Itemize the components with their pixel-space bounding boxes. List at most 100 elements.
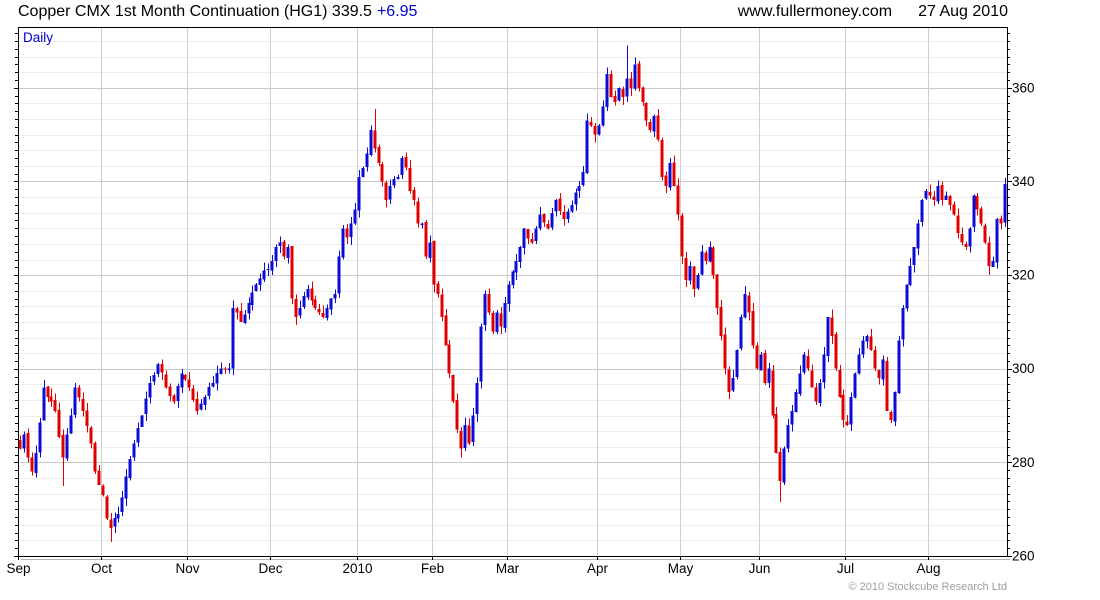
candle-body-down [105,496,109,519]
candle-body-up [333,293,337,299]
x-axis-label: Jun [749,561,771,576]
candle-body-up [120,497,124,513]
chart-title: Copper CMX 1st Month Continuation (HG1) … [18,3,372,20]
candle-body-up [514,261,518,273]
candle-body-down [61,435,65,458]
candle-body-down [676,185,680,215]
candle-body-up [522,228,526,249]
website-link[interactable]: www.fullermoney.com [737,3,893,20]
candle-body-up [113,517,117,527]
candle-body-down [704,252,708,262]
candle-body-up [759,354,763,371]
candle-body-down [282,241,286,257]
candle-body-down [834,334,838,369]
candle-body-down [715,274,719,308]
x-axis-label: Nov [175,561,199,576]
candle-body-down [290,245,294,299]
candle-body-up [479,326,483,382]
candle-body-down [830,317,834,336]
candle-body-up [794,392,798,412]
candle-body-down [310,288,314,301]
candle-body-down [380,164,384,182]
candle-body-down [641,87,645,102]
candle-body-up [897,340,901,394]
candle-body-up [306,289,310,298]
candle-body-up [912,247,916,265]
candle-body-down [558,198,562,212]
candle-body-up [916,223,920,249]
candle-body-up [625,78,629,97]
candle-body-up [585,120,589,173]
candle-body-up [853,373,857,398]
candle-body-down [57,410,61,437]
candle-body-down [49,396,53,402]
candle-body-up [247,303,251,314]
candle-body-up [341,228,345,258]
y-axis-label: 360 [1012,80,1035,95]
candle-body-up [69,415,73,434]
candle-body-down [869,336,873,351]
candle-body-up [570,204,574,212]
candle-body-down [644,102,648,121]
date-label: 27 Aug 2010 [918,3,1008,20]
candle-body-up [349,223,353,238]
candle-body-up [258,278,262,285]
candle-body-down [97,470,101,486]
candle-body-up [511,271,515,285]
candle-body-down [101,485,105,496]
candle-body-down [841,394,845,421]
candle-body-up [920,200,924,223]
candle-body-up [668,162,672,188]
candle-body-down [187,379,191,388]
candle-body-up [325,307,329,318]
candle-body-up [65,434,69,459]
candle-body-down [692,266,696,290]
candle-body-up [475,382,479,414]
candle-body-down [755,345,759,369]
candle-body-down [680,215,684,257]
candle-body-up [286,247,290,259]
x-axis-label: May [668,561,694,576]
candle-body-down [239,311,243,322]
candle-body-up [905,284,909,309]
candle-body-down [778,451,782,482]
x-axis-label: Oct [91,561,112,576]
candle-body-down [317,308,321,313]
candle-body-up [767,368,771,383]
candle-body-up [790,410,794,425]
candle-body-down [499,313,503,327]
candle-body-down [18,439,22,449]
candle-body-up [901,307,905,340]
candle-body-up [826,317,830,357]
candle-body-up [696,275,700,289]
candle-body-down [964,244,968,248]
candle-body-down [53,399,57,411]
candle-body-down [747,295,751,313]
candle-body-down [444,315,448,346]
candle-body-up [396,176,400,180]
x-axis-label: Feb [421,561,444,576]
candle-body-down [664,175,668,187]
candle-body-down [838,369,842,397]
candle-body-down [447,344,451,374]
candle-body-up [211,382,215,387]
candle-body-up [597,125,601,135]
candle-body-up [38,422,42,453]
candle-body-down [684,257,688,280]
candle-body-up [471,415,475,442]
candle-body-down [940,185,944,201]
candle-body-down [928,192,932,196]
candle-body-up [420,223,424,225]
candle-body-up [818,382,822,404]
candle-body-up [357,176,361,211]
candle-body-up [353,209,357,224]
candle-body-up [254,284,258,292]
candle-body-up [302,295,306,307]
candle-body-down [774,414,778,454]
candle-body-up [893,392,897,422]
candle-body-down [987,242,991,266]
candle-body-up [140,415,144,427]
candle-body-up [274,247,278,262]
candle-body-down [404,156,408,168]
